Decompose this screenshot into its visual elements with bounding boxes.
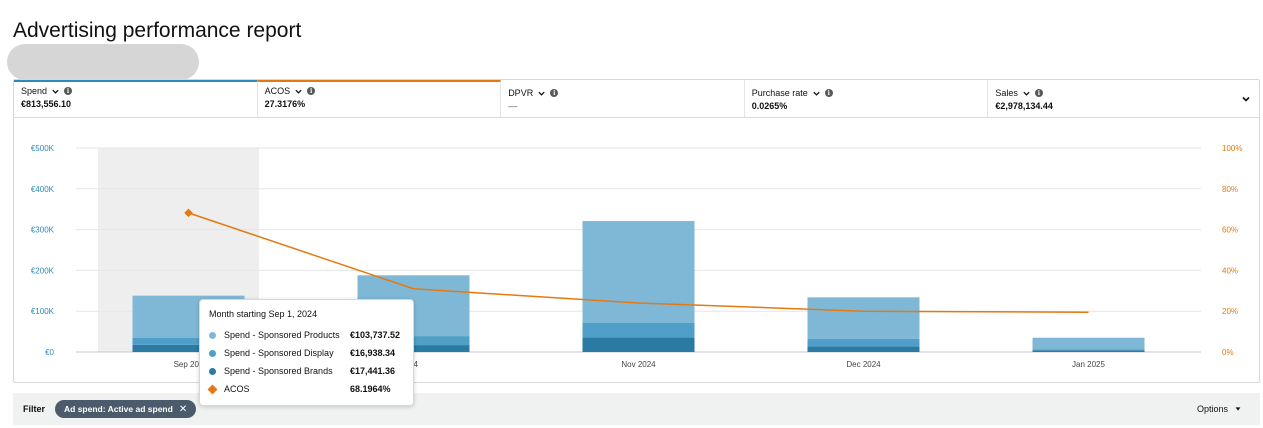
metric-acos[interactable]: ACOS i 27.3176% (257, 80, 502, 117)
bar-segment (1032, 349, 1145, 351)
chevron-down-icon[interactable] (51, 87, 60, 96)
y-left-tick-label: €300K (31, 226, 55, 235)
y-left-tick-label: €100K (31, 307, 55, 316)
bar-segment (582, 337, 695, 352)
dot-marker-icon (209, 331, 216, 339)
bar-segment (807, 338, 920, 347)
metric-tabs: Spend i €813,556.10 ACOS i 27.3176% DPVR… (14, 80, 1232, 118)
chart-tooltip: Month starting Sep 1, 2024 Spend - Spons… (199, 299, 414, 406)
bar-segment (807, 346, 920, 352)
metric-value: €813,556.10 (21, 99, 72, 109)
x-tick-label: Dec 2024 (846, 360, 881, 369)
y-left-tick-label: €0 (45, 348, 54, 357)
metric-dpvr[interactable]: DPVR i — (501, 80, 745, 117)
bar-segment (132, 344, 245, 352)
metric-label: ACOS (264, 86, 291, 96)
expand-metrics-button[interactable] (1232, 80, 1260, 118)
y-right-tick-label: 100% (1222, 144, 1242, 153)
tooltip-row-name: Spend - Sponsored Display (224, 348, 334, 358)
y-left-tick-label: €500K (31, 144, 55, 153)
metric-label: Spend (21, 86, 48, 96)
info-icon[interactable]: i (64, 87, 73, 95)
tooltip-title: Month starting Sep 1, 2024 (209, 309, 318, 319)
metric-label: Purchase rate (751, 88, 808, 98)
y-right-tick-label: 80% (1222, 185, 1238, 194)
metric-value: 0.0265% (751, 101, 788, 111)
info-icon[interactable]: i (307, 87, 316, 95)
tooltip-row: Spend - Sponsored Products €103,737.52 (209, 326, 404, 344)
chevron-down-icon[interactable] (1022, 89, 1031, 98)
y-left-tick-label: €400K (31, 185, 55, 194)
info-icon[interactable]: i (1034, 89, 1043, 97)
tooltip-row: ACOS 68.1964% (207, 380, 404, 398)
metric-label: DPVR (508, 88, 534, 98)
metric-label: Sales (995, 88, 1018, 98)
metric-value: €2,978,134.44 (995, 101, 1053, 111)
close-icon[interactable]: ✕ (178, 403, 188, 415)
y-right-tick-label: 20% (1222, 307, 1238, 316)
bar-segment (1032, 350, 1145, 352)
tooltip-row-value: €103,737.52 (350, 330, 401, 340)
acos-point-marker (184, 208, 193, 218)
tooltip-row-value: €16,938.34 (350, 348, 396, 358)
info-icon[interactable]: i (550, 89, 559, 97)
y-right-tick-label: 0% (1222, 348, 1234, 357)
tooltip-row-name: Spend - Sponsored Brands (224, 366, 333, 376)
redacted-placeholder (7, 44, 199, 80)
dot-marker-icon (209, 367, 216, 375)
chevron-down-icon[interactable] (294, 87, 303, 96)
tooltip-row-name: Spend - Sponsored Products (224, 330, 340, 340)
filter-chip-label: Ad spend: Active ad spend (64, 404, 173, 414)
chevron-down-icon[interactable] (537, 89, 546, 98)
chevron-down-icon (1242, 96, 1250, 102)
bar-segment (1032, 337, 1145, 350)
y-right-tick-label: 60% (1222, 226, 1238, 235)
options-label: Options (1196, 404, 1228, 414)
x-tick-label: Jan 2025 (1072, 360, 1105, 369)
page-title: Advertising performance report (13, 19, 302, 42)
y-left-tick-label: €200K (31, 266, 55, 275)
dot-marker-icon (209, 349, 216, 357)
tooltip-row: Spend - Sponsored Display €16,938.34 (209, 344, 404, 362)
metric-value: — (508, 101, 518, 111)
tooltip-row-value: 68.1964% (350, 384, 391, 394)
metric-purchase-rate[interactable]: Purchase rate i 0.0265% (745, 80, 989, 117)
x-tick-label: Nov 2024 (621, 360, 656, 369)
tooltip-row-value: €17,441.36 (350, 366, 396, 376)
chevron-down-icon[interactable] (812, 89, 821, 98)
metric-sales[interactable]: Sales i €2,978,134.44 (988, 80, 1232, 117)
bar-segment (582, 221, 695, 323)
diamond-marker-icon (207, 384, 218, 394)
bar-segment (807, 297, 920, 339)
tooltip-row-name: ACOS (224, 384, 250, 394)
x-tick-label: Sep 202 (174, 360, 204, 369)
bar-segment (132, 337, 245, 345)
acos-line (188, 212, 1089, 313)
bar-segment (582, 322, 695, 338)
y-right-tick-label: 40% (1222, 266, 1238, 275)
tooltip-row: Spend - Sponsored Brands €17,441.36 (209, 362, 404, 380)
info-icon[interactable]: i (824, 89, 833, 97)
filter-chip[interactable]: Ad spend: Active ad spend ✕ (55, 400, 197, 418)
filter-label: Filter (23, 404, 46, 414)
metric-spend[interactable]: Spend i €813,556.10 (14, 80, 258, 117)
metric-value: 27.3176% (264, 99, 306, 109)
options-button[interactable]: Options (1197, 404, 1242, 414)
caret-down-icon (1235, 407, 1241, 411)
